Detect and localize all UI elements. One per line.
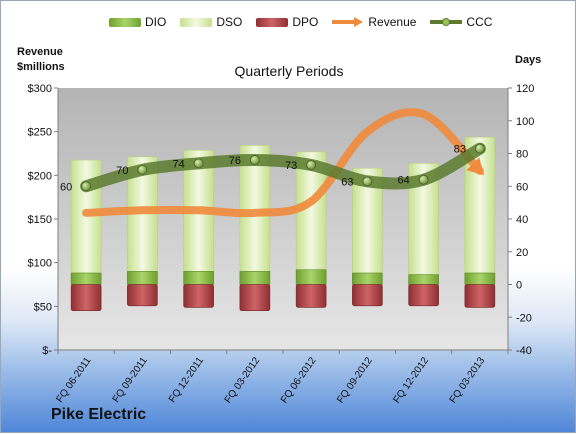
dpo-swatch xyxy=(256,17,289,27)
ccc-data-label: 64 xyxy=(398,175,410,187)
dio-bar xyxy=(70,272,102,285)
dpo-bar xyxy=(408,284,439,307)
ccc-data-label: 60 xyxy=(60,181,72,193)
chart-title: Quarterly Periods xyxy=(234,63,344,79)
dpo-bar xyxy=(239,284,271,312)
x-tick-label: FQ 09-2011 xyxy=(111,355,150,405)
lines-layer xyxy=(80,108,486,218)
right-tick-label: 60 xyxy=(516,181,528,193)
legend-item-dio: DIO xyxy=(109,15,166,29)
dio-bar xyxy=(464,272,496,285)
left-axis-title: Revenue $millions xyxy=(17,45,65,75)
right-tick-label: -40 xyxy=(516,345,532,357)
right-tick-label: 0 xyxy=(516,280,522,292)
x-tick-label: FQ 06-2011 xyxy=(54,355,93,405)
dio-bar xyxy=(295,269,327,285)
ccc-data-label: 70 xyxy=(116,165,128,177)
left-axis-title-line-1: Revenue xyxy=(17,46,63,58)
dio-bar xyxy=(408,274,439,285)
ccc-point xyxy=(306,159,317,170)
right-axis-title: Days xyxy=(515,54,542,66)
revenue-arrowhead xyxy=(466,157,485,176)
x-tick-label: FQ 06-2012 xyxy=(279,355,319,405)
ccc-data-label: 74 xyxy=(173,158,185,170)
x-tick-label: FQ 12-2011 xyxy=(167,355,206,405)
left-tick-label: $300 xyxy=(28,83,52,95)
legend-item-dso: DSO xyxy=(180,15,242,29)
left-tick-label: $100 xyxy=(28,258,52,270)
revenue-line xyxy=(82,108,484,218)
right-tick-label: 20 xyxy=(516,247,528,259)
dio-bar xyxy=(239,271,271,285)
ccc-point xyxy=(418,174,429,185)
chart-legend: DIO DSO DPO Revenue CCC xyxy=(109,15,506,29)
ccc-data-label: 83 xyxy=(454,144,466,156)
x-tick-label: FQ 03-2013 xyxy=(448,355,488,405)
revenue-arrow-icon xyxy=(332,17,364,27)
x-tick-label: FQ 12-2012 xyxy=(391,355,431,405)
ccc-point xyxy=(474,143,485,154)
legend-label-dio: DIO xyxy=(145,15,167,29)
right-tick-label: 100 xyxy=(516,116,534,128)
right-tick-label: -20 xyxy=(516,312,532,324)
ccc-point xyxy=(193,158,204,169)
ccc-data-label: 73 xyxy=(285,160,297,172)
legend-item-revenue: Revenue xyxy=(332,15,416,29)
dio-bar xyxy=(352,272,383,285)
ccc-point xyxy=(249,155,260,166)
x-tick-label: FQ 03-2012 xyxy=(223,355,263,405)
right-tick-label: 120 xyxy=(516,83,534,95)
legend-label-revenue: Revenue xyxy=(368,15,417,29)
dio-bar xyxy=(127,271,158,285)
company-name: Pike Electric xyxy=(51,406,147,423)
axes-layer xyxy=(54,87,512,354)
legend-label-dso: DSO xyxy=(216,15,243,29)
left-tick-label: $150 xyxy=(28,214,52,226)
left-tick-label: $250 xyxy=(28,127,52,139)
dpo-bar xyxy=(464,284,496,308)
left-tick-label: $200 xyxy=(28,170,52,182)
left-tick-label: $- xyxy=(42,345,52,357)
dpo-bar xyxy=(70,284,102,312)
legend-item-dpo: DPO xyxy=(256,15,318,29)
left-tick-label: $50 xyxy=(34,301,52,313)
right-tick-label: 80 xyxy=(516,149,528,161)
dio-bar xyxy=(183,271,214,285)
dso-swatch xyxy=(180,17,213,27)
dpo-bar xyxy=(183,284,214,308)
left-axis-title-line-2: $millions xyxy=(17,61,65,73)
right-tick-label: 40 xyxy=(516,214,528,226)
legend-label-dpo: DPO xyxy=(292,15,319,29)
ccc-line-dot-icon xyxy=(430,18,463,26)
ccc-data-label: 76 xyxy=(229,155,241,167)
dpo-bar xyxy=(295,284,327,308)
legend-label-ccc: CCC xyxy=(466,15,493,29)
dpo-bar xyxy=(352,284,383,307)
ccc-point xyxy=(81,181,92,192)
dio-swatch xyxy=(109,17,141,27)
ccc-point xyxy=(137,164,148,175)
ccc-point xyxy=(362,176,373,187)
x-tick-label: FQ 09-2012 xyxy=(335,355,375,405)
dpo-bar xyxy=(127,284,158,307)
ccc-data-label: 63 xyxy=(341,176,353,188)
legend-item-ccc: CCC xyxy=(430,15,492,29)
